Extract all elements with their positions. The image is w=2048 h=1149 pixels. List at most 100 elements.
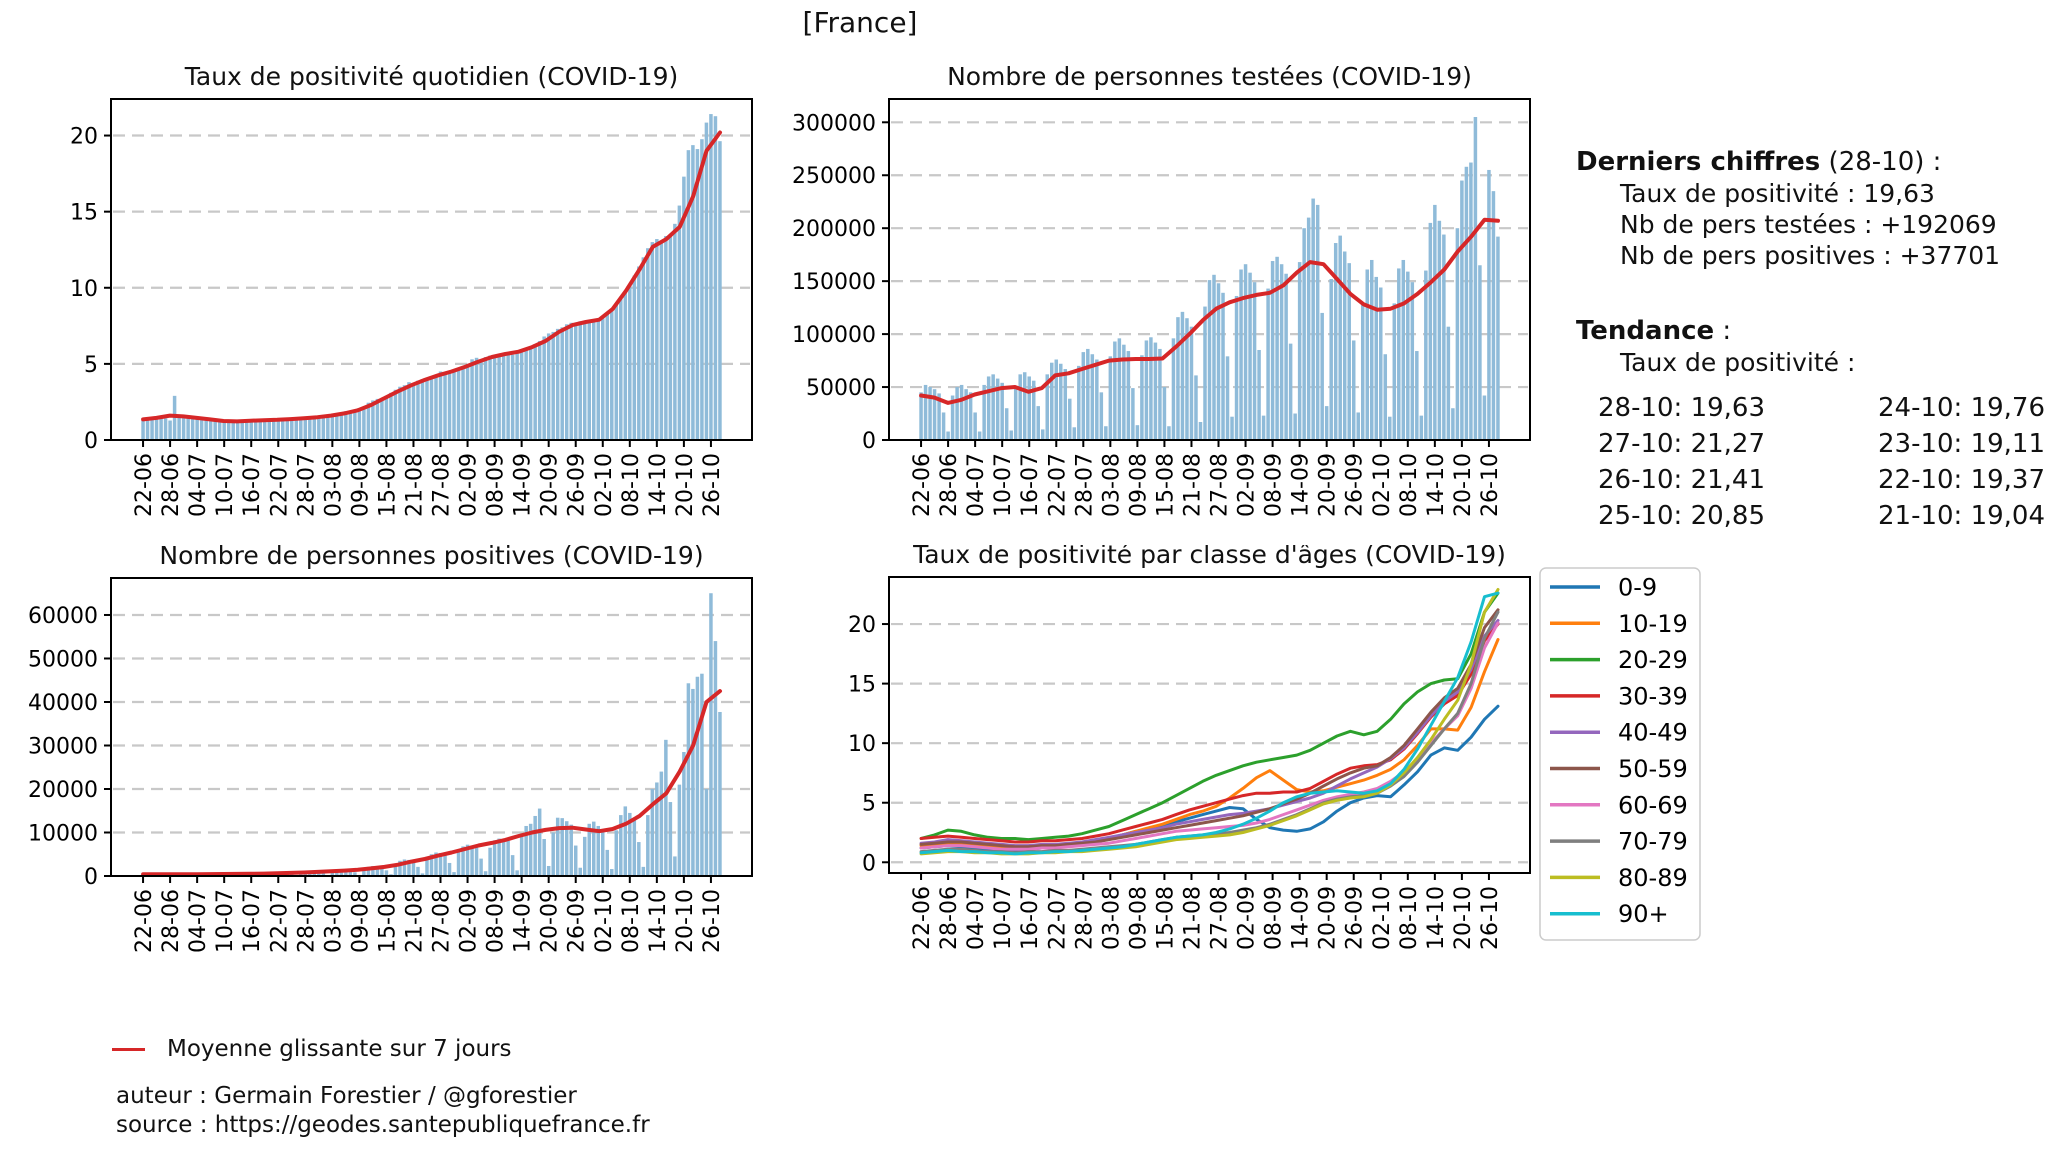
svg-text:03-08: 03-08	[321, 889, 346, 953]
svg-text:150000: 150000	[792, 270, 876, 295]
plot-frame	[110, 98, 753, 441]
svg-text:20-10: 20-10	[1451, 886, 1476, 950]
chart-personnes-testees: 0 50000 100000 150000 200000 250000 300000 22-0…	[770, 40, 1548, 555]
nb-positives-value: Nb de pers positives : +37701	[1620, 241, 2001, 270]
svg-text:16-07: 16-07	[1018, 453, 1043, 517]
svg-text:27-08: 27-08	[430, 889, 455, 953]
y-axis-labels: 0 5 10 15 20	[70, 125, 111, 454]
svg-text:50000: 50000	[806, 376, 876, 401]
svg-text:10-07: 10-07	[213, 889, 238, 953]
svg-text:03-08: 03-08	[1099, 453, 1124, 517]
svg-text:02-10: 02-10	[592, 889, 617, 953]
legend-label-0-9: 0-9	[1618, 574, 1657, 602]
svg-text:28-07: 28-07	[294, 889, 319, 953]
svg-text:15-08: 15-08	[375, 889, 400, 953]
svg-text:04-07: 04-07	[186, 889, 211, 953]
svg-text:02-09: 02-09	[457, 889, 482, 953]
moving-average-label: Moyenne glissante sur 7 jours	[167, 1036, 512, 1062]
svg-text:22-07: 22-07	[267, 889, 292, 953]
svg-text:14-09: 14-09	[511, 889, 536, 953]
svg-text:100000: 100000	[792, 323, 876, 348]
legend-label-90+: 90+	[1618, 900, 1669, 928]
svg-text:02-09: 02-09	[457, 453, 482, 517]
svg-text:02-10: 02-10	[1370, 453, 1395, 517]
svg-text:26-10: 26-10	[1478, 886, 1503, 950]
svg-text:27-08: 27-08	[430, 453, 455, 517]
trend-table: 28-10: 19,63 24-10: 19,76 27-10: 21,27 23-1…	[1598, 390, 2046, 534]
svg-text:22-06: 22-06	[910, 886, 935, 950]
svg-text:09-08: 09-08	[348, 889, 373, 953]
daily-bars	[919, 117, 1500, 441]
svg-text:200000: 200000	[792, 217, 876, 242]
svg-text:15-08: 15-08	[1153, 886, 1178, 950]
svg-text:5: 5	[84, 353, 98, 378]
y-axis-labels: 0 10000 20000 30000 40000 50000 60000	[28, 604, 111, 890]
x-axis-labels: 22-06 28-06 04-07 10-07 16-07 22-07 28-07 03-08…	[132, 876, 725, 953]
svg-text:27-08: 27-08	[1208, 453, 1233, 517]
x-axis-labels: 22-06 28-06 04-07 10-07 16-07 22-07 28-07 03-08…	[910, 440, 1503, 517]
chart-title: Taux de positivité quotidien (COVID-19)	[184, 62, 679, 91]
svg-text:20-09: 20-09	[1316, 886, 1341, 950]
age-series-lines	[919, 588, 1500, 856]
svg-text:20-09: 20-09	[538, 453, 563, 517]
plot-frame	[110, 577, 753, 877]
svg-text:22-07: 22-07	[267, 453, 292, 517]
trend-value: 28-10: 19,63	[1598, 393, 1766, 423]
svg-text:14-10: 14-10	[1424, 453, 1449, 517]
svg-text:14-10: 14-10	[646, 889, 671, 953]
svg-text:08-10: 08-10	[619, 889, 644, 953]
legend-label-10-19: 10-19	[1618, 610, 1688, 638]
svg-text:26-10: 26-10	[700, 453, 725, 517]
svg-text:20-10: 20-10	[1451, 453, 1476, 517]
svg-text:08-09: 08-09	[1262, 453, 1287, 517]
series-line-50-59	[919, 608, 1500, 849]
chart-title: Nombre de personnes positives (COVID-19)	[159, 545, 703, 570]
svg-text:03-08: 03-08	[321, 453, 346, 517]
svg-text:26-10: 26-10	[700, 889, 725, 953]
svg-text:14-09: 14-09	[1289, 886, 1314, 950]
svg-text:50000: 50000	[28, 647, 98, 672]
svg-text:10000: 10000	[28, 821, 98, 846]
svg-text:20-09: 20-09	[1316, 453, 1341, 517]
svg-text:15: 15	[70, 201, 98, 226]
svg-text:26-09: 26-09	[565, 889, 590, 953]
chart-title: Taux de positivité par classe d'âges (CO…	[912, 545, 1506, 569]
svg-text:08-09: 08-09	[484, 889, 509, 953]
plot-frame	[888, 98, 1531, 441]
svg-text:28-06: 28-06	[159, 453, 184, 517]
svg-text:20: 20	[70, 125, 98, 150]
svg-text:20-10: 20-10	[673, 453, 698, 517]
source-line: source : https://geodes.santepubliquefra…	[116, 1112, 650, 1138]
y-axis-labels: 0 5 10 15 20	[848, 613, 889, 876]
series-line-20-29	[919, 591, 1500, 842]
moving-average-line	[141, 130, 722, 424]
svg-text:10-07: 10-07	[991, 453, 1016, 517]
svg-text:03-08: 03-08	[1099, 886, 1124, 950]
svg-text:08-10: 08-10	[1397, 453, 1422, 517]
svg-text:21-08: 21-08	[402, 453, 427, 517]
y-axis-labels: 0 50000 100000 150000 200000 250000 300000	[792, 111, 889, 454]
trend-value: 21-10: 19,04	[1878, 501, 2046, 531]
svg-text:28-07: 28-07	[1072, 453, 1097, 517]
svg-text:02-09: 02-09	[1235, 453, 1260, 517]
svg-text:15-08: 15-08	[375, 453, 400, 517]
svg-text:26-09: 26-09	[1343, 886, 1368, 950]
svg-text:14-09: 14-09	[511, 453, 536, 517]
svg-text:60000: 60000	[28, 604, 98, 629]
svg-text:20-10: 20-10	[673, 889, 698, 953]
trend-value: 26-10: 21,41	[1598, 465, 1766, 495]
chart-canvas-personnes-testees: 0 50000 100000 150000 200000 250000 300000 22-0…	[792, 62, 1531, 517]
svg-text:02-09: 02-09	[1235, 886, 1260, 950]
svg-text:0: 0	[84, 865, 98, 890]
nb-testees-value: Nb de pers testées : +192069	[1620, 210, 1997, 239]
svg-text:14-10: 14-10	[646, 453, 671, 517]
svg-text:22-07: 22-07	[1045, 886, 1070, 950]
legend-label-40-49: 40-49	[1618, 719, 1688, 747]
chart-canvas-taux-quotidien: 0 5 10 15 20 22-06 28-06 04-07 10-07 16-07 22-07 28…	[70, 62, 753, 517]
trend-value: 22-10: 19,37	[1878, 465, 2046, 495]
chart-canvas-taux-par-ages: 0 5 10 15 20 22-06 28-06 04-07 10-07 16-07 22-07 28…	[848, 545, 1701, 950]
svg-text:0: 0	[84, 429, 98, 454]
svg-text:26-10: 26-10	[1478, 453, 1503, 517]
svg-text:10-07: 10-07	[991, 886, 1016, 950]
